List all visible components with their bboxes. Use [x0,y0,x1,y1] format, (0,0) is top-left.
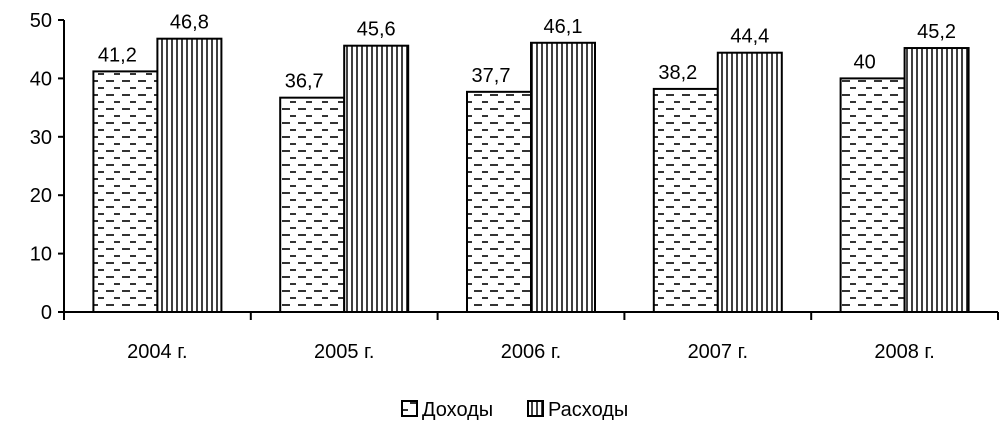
y-tick-label-3: 30 [30,127,52,149]
bar-income-3 [652,87,719,313]
data-label-income-1: 36,7 [285,71,324,93]
category-label-0: 2004 г. [127,341,187,363]
data-label-expense-4: 45,2 [917,21,956,43]
bar-expense-3 [716,51,783,313]
bar-expense-0 [156,37,223,314]
bar-expense-1 [343,44,410,313]
legend: Доходы Расходы [401,399,628,421]
y-tick-label-2: 20 [30,185,52,207]
labels-layer: 41,2 46,8 2004 г. 36,7 45,6 2005 г. 37,7 46,1 20… [30,10,956,363]
legend-label-income: Доходы [422,399,493,421]
bar-income-1 [279,96,346,313]
bar-expense-4 [903,47,970,313]
legend-swatch-expense [527,400,544,417]
legend-swatch-income [401,400,418,417]
axes-layer [58,19,999,320]
category-label-4: 2008 г. [874,341,934,363]
bar-income-4 [839,77,906,314]
bar-income-0 [92,70,159,313]
category-label-1: 2005 г. [314,341,374,363]
y-tick-label-0: 0 [41,302,52,324]
y-tick-label-1: 10 [30,244,52,266]
bar-income-2 [466,90,532,313]
data-label-income-2: 37,7 [472,65,511,87]
data-label-expense-3: 44,4 [730,26,769,48]
data-label-income-4: 40 [853,51,875,73]
y-tick-label-4: 40 [30,68,52,90]
data-label-income-0: 41,2 [98,44,137,66]
legend-label-expense: Расходы [548,399,628,421]
category-label-2: 2006 г. [501,341,561,363]
data-label-expense-2: 46,1 [544,16,583,38]
bar-expense-2 [530,41,596,313]
category-label-3: 2007 г. [688,341,748,363]
data-label-expense-1: 45,6 [357,19,396,41]
bars-layer [92,37,970,314]
data-label-expense-0: 46,8 [170,12,209,34]
data-label-income-3: 38,2 [658,62,697,84]
y-tick-label-5: 50 [30,10,52,32]
